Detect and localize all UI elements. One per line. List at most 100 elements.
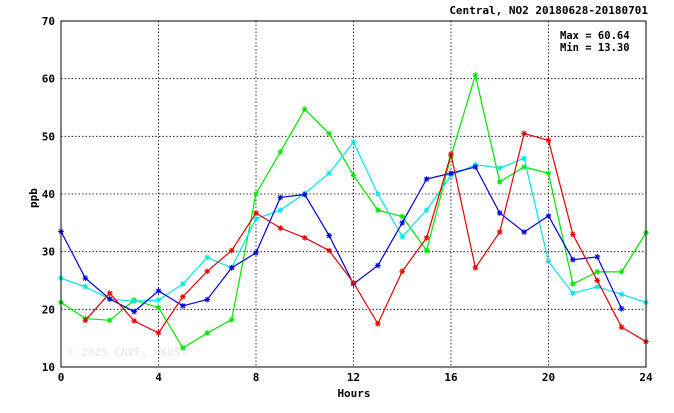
series-line — [60, 166, 623, 313]
data-point — [423, 207, 430, 213]
x-tick-label: 0 — [58, 371, 65, 384]
y-tick-label: 20 — [42, 303, 55, 316]
data-point — [423, 235, 430, 241]
data-point — [423, 176, 430, 182]
series-line — [60, 140, 647, 303]
data-point — [301, 191, 308, 198]
data-point — [155, 288, 162, 294]
data-point — [131, 308, 137, 315]
data-point — [399, 233, 406, 240]
data-point — [180, 281, 186, 287]
data-point — [472, 265, 479, 271]
data-point — [521, 155, 527, 162]
data-point — [521, 164, 527, 170]
max-label: Max = 60.64 — [560, 30, 630, 42]
data-point — [204, 330, 211, 336]
data-point — [155, 304, 162, 311]
grid — [61, 21, 646, 367]
data-point — [301, 106, 308, 113]
data-point — [277, 225, 284, 231]
data-point — [82, 284, 89, 290]
data-point — [106, 296, 113, 302]
x-tick-label: 20 — [542, 371, 555, 384]
data-point — [350, 280, 357, 286]
data-point — [521, 130, 527, 137]
data-point — [496, 165, 503, 171]
series-2 — [58, 164, 625, 315]
data-point — [570, 231, 576, 238]
data-point — [375, 191, 381, 197]
data-point — [180, 293, 186, 300]
data-point — [496, 210, 503, 216]
y-tick-label: 30 — [42, 246, 55, 259]
data-point — [253, 215, 259, 222]
data-point — [326, 247, 332, 254]
data-point — [277, 149, 284, 155]
data-point — [106, 317, 113, 324]
data-point — [375, 320, 381, 327]
data-point — [106, 290, 113, 296]
data-point — [570, 290, 576, 296]
data-point — [399, 268, 406, 275]
data-point — [618, 291, 625, 298]
data-point — [570, 281, 576, 287]
data-point — [253, 250, 259, 256]
data-point — [545, 258, 552, 265]
data-point — [277, 194, 284, 201]
data-point — [448, 151, 454, 158]
data-point — [253, 210, 259, 216]
data-point — [228, 247, 235, 254]
data-point — [545, 170, 552, 177]
data-point — [228, 265, 235, 271]
data-point — [155, 330, 162, 336]
data-point — [496, 179, 503, 185]
data-point — [204, 296, 211, 303]
data-point — [423, 247, 430, 254]
x-tick-label: 8 — [253, 371, 260, 384]
data-point — [594, 269, 601, 275]
x-axis-label: Hours — [337, 387, 370, 400]
data-point — [594, 254, 601, 260]
data-point — [131, 318, 137, 324]
data-point — [350, 139, 357, 145]
y-tick-label: 10 — [42, 361, 55, 374]
x-tick-label: 4 — [155, 371, 162, 384]
data-point — [496, 229, 503, 235]
series-layer — [58, 72, 649, 351]
data-point — [594, 277, 601, 284]
y-tick-label: 60 — [42, 73, 55, 86]
y-tick-label: 50 — [42, 130, 55, 143]
series-line — [84, 132, 647, 343]
data-point — [204, 254, 211, 261]
data-point — [521, 229, 527, 235]
data-point — [253, 191, 259, 197]
y-axis-label: ppb — [27, 188, 40, 208]
data-point — [228, 316, 235, 323]
data-point — [180, 303, 186, 309]
data-point — [82, 317, 89, 324]
data-point — [618, 269, 625, 275]
tick-labels: 0 4 8 12 16 20 24 10 20 30 40 50 60 70 — [42, 15, 653, 384]
data-point — [82, 275, 89, 281]
data-point — [326, 130, 332, 137]
data-point — [375, 262, 381, 269]
data-point — [301, 235, 308, 241]
data-point — [399, 220, 406, 226]
y-tick-label: 70 — [42, 15, 55, 28]
data-point — [545, 213, 552, 219]
x-tick-label: 24 — [639, 371, 653, 384]
data-point — [326, 232, 332, 239]
data-point — [131, 298, 137, 305]
data-point — [399, 213, 406, 220]
data-point — [618, 305, 625, 312]
data-point — [570, 256, 576, 263]
plot-frame — [60, 20, 647, 368]
data-point — [545, 137, 552, 144]
chart-title: Central, NO2 20180628-20180701 — [449, 4, 648, 17]
watermark: © 2025 ENVF, HKUST — [68, 346, 188, 359]
data-point — [155, 297, 162, 303]
data-point — [375, 207, 381, 213]
data-point — [277, 207, 284, 213]
data-point — [472, 164, 479, 170]
